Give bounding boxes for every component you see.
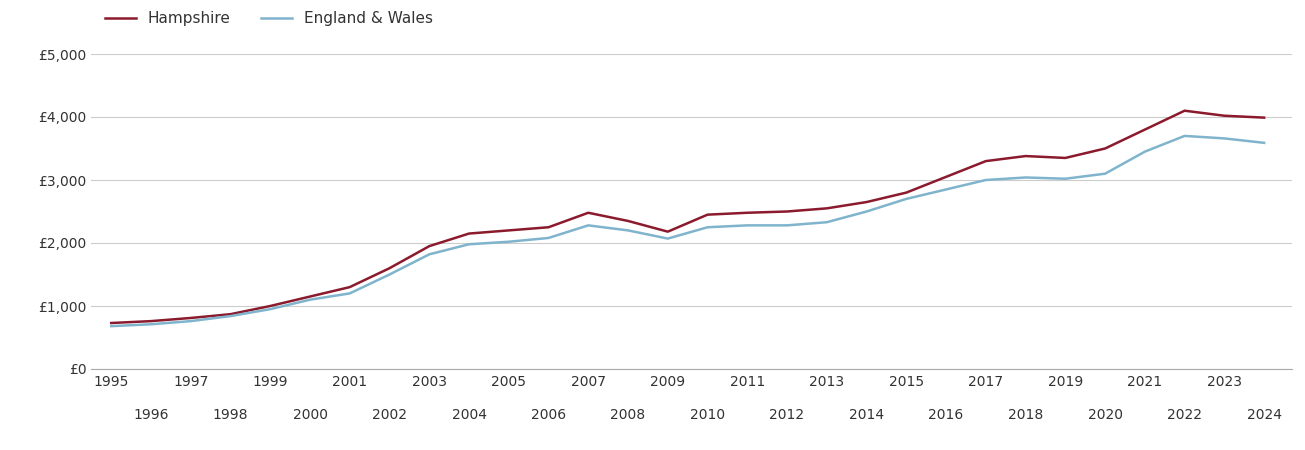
Hampshire xyxy=(103,320,119,326)
Hampshire xyxy=(660,229,676,234)
Hampshire xyxy=(899,190,915,195)
Legend: Hampshire, England & Wales: Hampshire, England & Wales xyxy=(99,5,440,32)
Text: 2024: 2024 xyxy=(1246,408,1282,422)
Hampshire xyxy=(381,266,397,271)
England & Wales xyxy=(144,322,159,327)
England & Wales xyxy=(303,297,318,302)
Hampshire xyxy=(422,243,437,249)
Hampshire xyxy=(820,206,835,211)
England & Wales xyxy=(1057,176,1073,181)
England & Wales xyxy=(740,223,756,228)
Hampshire xyxy=(581,210,596,216)
Hampshire xyxy=(1098,146,1113,151)
England & Wales xyxy=(859,209,874,214)
England & Wales xyxy=(183,319,198,324)
Hampshire xyxy=(977,158,993,164)
Hampshire xyxy=(223,311,239,317)
England & Wales xyxy=(223,313,239,319)
England & Wales xyxy=(899,196,915,202)
Hampshire xyxy=(183,315,198,321)
England & Wales xyxy=(977,177,993,183)
Hampshire xyxy=(1018,153,1034,159)
Line: England & Wales: England & Wales xyxy=(111,136,1265,326)
England & Wales xyxy=(501,239,517,244)
Text: 2022: 2022 xyxy=(1167,408,1202,422)
England & Wales xyxy=(820,220,835,225)
Line: Hampshire: Hampshire xyxy=(111,111,1265,323)
England & Wales xyxy=(660,236,676,241)
Hampshire xyxy=(461,231,476,236)
Hampshire xyxy=(540,225,556,230)
Hampshire xyxy=(144,319,159,324)
Text: 2002: 2002 xyxy=(372,408,407,422)
England & Wales xyxy=(1257,140,1272,145)
England & Wales xyxy=(1018,175,1034,180)
Hampshire xyxy=(501,228,517,233)
Text: 2020: 2020 xyxy=(1087,408,1122,422)
England & Wales xyxy=(381,272,397,277)
Hampshire xyxy=(1257,115,1272,120)
Hampshire xyxy=(1216,113,1232,118)
Text: 2016: 2016 xyxy=(928,408,963,422)
England & Wales xyxy=(938,187,954,192)
Text: 2014: 2014 xyxy=(850,408,883,422)
England & Wales xyxy=(103,324,119,329)
Hampshire xyxy=(342,284,358,290)
England & Wales xyxy=(342,291,358,296)
England & Wales xyxy=(699,225,715,230)
Hampshire xyxy=(938,174,954,180)
Text: 2008: 2008 xyxy=(611,408,646,422)
Text: 1996: 1996 xyxy=(133,408,168,422)
Hampshire xyxy=(699,212,715,217)
Text: 1998: 1998 xyxy=(213,408,248,422)
Text: 2018: 2018 xyxy=(1007,408,1043,422)
England & Wales xyxy=(422,252,437,257)
England & Wales xyxy=(1216,136,1232,141)
Hampshire xyxy=(740,210,756,216)
Hampshire xyxy=(859,199,874,205)
England & Wales xyxy=(540,235,556,241)
England & Wales xyxy=(262,306,278,312)
England & Wales xyxy=(581,223,596,228)
Text: 2004: 2004 xyxy=(452,408,487,422)
Text: 2006: 2006 xyxy=(531,408,566,422)
England & Wales xyxy=(779,223,795,228)
Hampshire xyxy=(779,209,795,214)
Hampshire xyxy=(303,294,318,299)
Text: 2000: 2000 xyxy=(292,408,328,422)
Hampshire xyxy=(262,303,278,309)
Hampshire xyxy=(1177,108,1193,113)
England & Wales xyxy=(461,242,476,247)
England & Wales xyxy=(1137,149,1152,154)
Hampshire xyxy=(1137,127,1152,132)
Text: 2012: 2012 xyxy=(770,408,805,422)
Hampshire xyxy=(1057,155,1073,161)
England & Wales xyxy=(1098,171,1113,176)
Hampshire xyxy=(620,218,636,224)
Text: 2010: 2010 xyxy=(690,408,726,422)
England & Wales xyxy=(1177,133,1193,139)
England & Wales xyxy=(620,228,636,233)
